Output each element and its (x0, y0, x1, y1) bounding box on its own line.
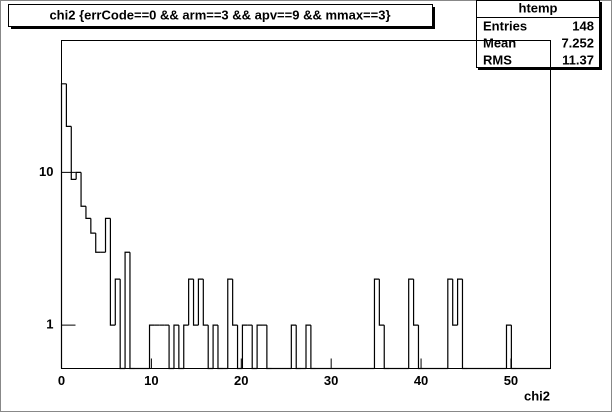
y-tick-label: 1 (46, 317, 53, 332)
x-tick-label: 40 (414, 373, 428, 388)
stats-label: Mean (483, 35, 516, 50)
histogram-bin (104, 217, 111, 253)
histogram-bin (90, 218, 96, 234)
histogram-bin (505, 324, 512, 369)
x-tick-label: 0 (58, 373, 65, 388)
stats-box (476, 0, 600, 68)
histogram-bin (295, 325, 302, 370)
histogram-bin (412, 279, 419, 326)
histogram-bin (129, 252, 135, 370)
histogram-bin (227, 278, 233, 369)
histogram-bin (456, 278, 463, 326)
histogram-bin (290, 324, 297, 369)
histogram-bin (266, 325, 272, 370)
x-tick-label: 10 (144, 373, 158, 388)
histogram-bin (124, 251, 130, 369)
histogram-bin (109, 218, 116, 326)
histogram-bin (60, 83, 67, 369)
histogram-bin (378, 279, 385, 326)
histogram-bin (217, 325, 223, 370)
histogram-bin (114, 278, 121, 326)
histogram-bin (212, 324, 218, 369)
histogram-bin (95, 233, 101, 253)
histogram-bin (65, 83, 72, 127)
histogram-bin (310, 325, 316, 370)
histogram-bin (452, 279, 458, 326)
histogram-bin (119, 279, 126, 370)
histogram-bin (510, 325, 517, 370)
histogram-bin (148, 324, 155, 369)
x-tick-label: 20 (234, 373, 248, 388)
histogram-bin (461, 279, 468, 370)
histogram-bin (251, 325, 258, 370)
stats-value: 148 (572, 18, 594, 33)
histogram-bin (80, 172, 86, 207)
x-tick-label: 30 (324, 373, 338, 388)
histogram-bin (417, 325, 424, 370)
histogram-bin (178, 325, 184, 370)
histogram-bin (232, 279, 238, 326)
histogram-bin (197, 278, 204, 326)
histogram-bin (256, 324, 262, 369)
stats-value: 11.37 (562, 52, 594, 67)
histogram-bin (192, 279, 199, 326)
histogram-bin (85, 206, 91, 219)
histogram-bin (173, 324, 179, 369)
stats-value: 7.252 (561, 35, 594, 50)
chart-title: chi2 {errCode==0 && arm==3 && apv==9 && … (49, 7, 390, 22)
histogram-bin (207, 325, 214, 370)
x-axis-label: chi2 (524, 388, 550, 403)
histogram-bin (70, 126, 77, 180)
x-tick-label: 50 (504, 373, 518, 388)
histogram-bin (188, 278, 194, 326)
title-box (8, 4, 433, 27)
histogram-bin (202, 279, 209, 326)
histogram-bin (168, 325, 174, 370)
histogram-bin (183, 324, 189, 369)
histogram-bin (408, 278, 414, 369)
histogram-bin (373, 278, 380, 369)
histogram-bin (236, 325, 243, 370)
stats-label: RMS (483, 52, 512, 67)
histogram-bin (383, 325, 390, 370)
histogram-bin (75, 171, 82, 180)
stats-name: htemp (519, 0, 558, 15)
histogram-bin (241, 324, 248, 369)
histogram-bin (447, 278, 453, 369)
stats-label: Entries (483, 18, 527, 33)
histogram-bin (305, 324, 311, 369)
y-tick-label: 10 (39, 164, 53, 179)
